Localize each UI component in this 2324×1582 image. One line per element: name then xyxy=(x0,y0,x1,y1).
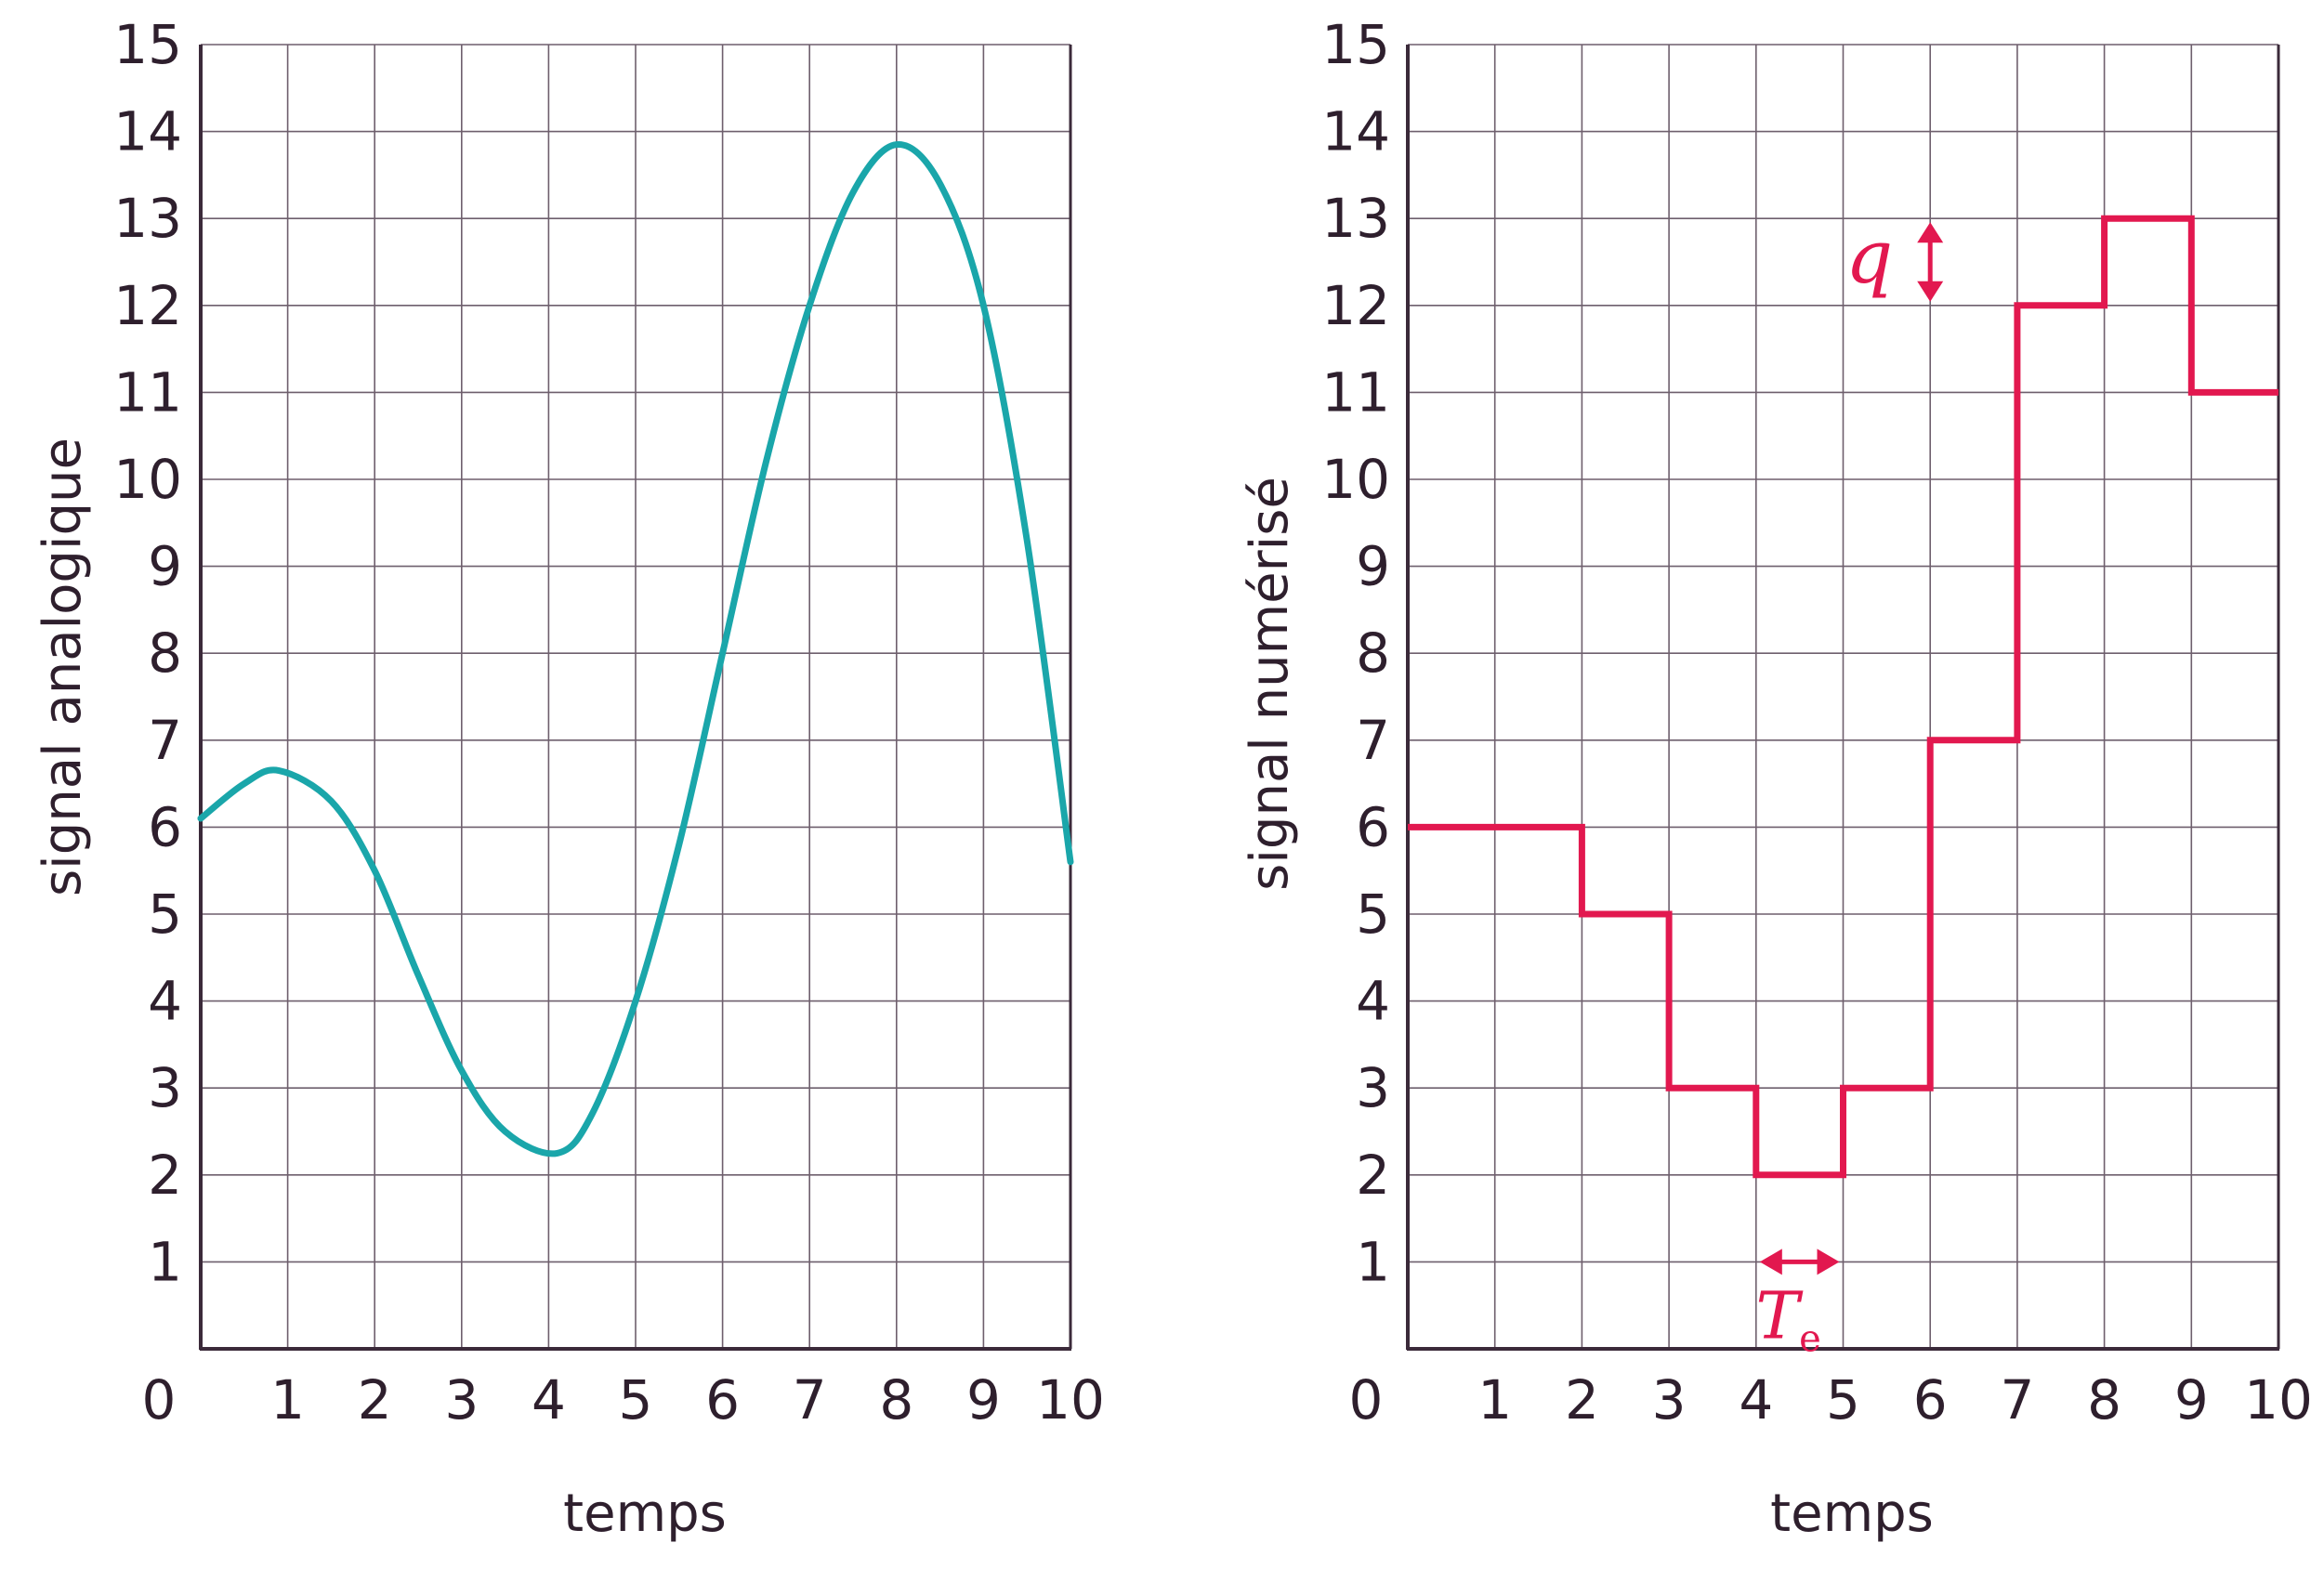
x-tick-label: 2 xyxy=(1565,1368,1599,1432)
x-tick-label: 8 xyxy=(2087,1368,2121,1432)
data-point xyxy=(505,1131,506,1132)
x-tick-label: 9 xyxy=(966,1368,1001,1432)
x-tick-label: 5 xyxy=(619,1368,653,1432)
q-arrow-head-up xyxy=(1917,222,1944,243)
q-label: q xyxy=(1845,214,1893,300)
x-tick-label: 0 xyxy=(142,1368,177,1432)
data-point xyxy=(330,800,332,802)
y-tick-label: 8 xyxy=(1356,621,1390,685)
x-tick-label: 7 xyxy=(793,1368,827,1432)
data-point xyxy=(417,974,419,976)
y-tick-label: 6 xyxy=(1356,795,1390,858)
data-point xyxy=(1026,540,1028,542)
data-point xyxy=(461,1069,463,1071)
y-tick-label: 6 xyxy=(148,795,182,858)
x-tick-label: 6 xyxy=(1913,1368,1948,1432)
data-point xyxy=(722,652,724,654)
x-tick-label: 1 xyxy=(1477,1368,1512,1432)
x-axis-title: temps xyxy=(563,1484,727,1544)
grid xyxy=(201,44,1071,1349)
series-line-analog xyxy=(197,141,1074,1157)
x-tick-label: 2 xyxy=(358,1368,392,1432)
x-tick-label: 1 xyxy=(270,1368,305,1432)
y-tick-label: 10 xyxy=(113,448,182,511)
x-tick-label: 4 xyxy=(532,1368,566,1432)
x-tick-label: 5 xyxy=(1826,1368,1860,1432)
x-tick-label: 8 xyxy=(879,1368,913,1432)
x-tick-label: 7 xyxy=(2000,1368,2034,1432)
y-tick-label: 5 xyxy=(148,883,182,946)
data-point xyxy=(982,305,984,307)
data-point xyxy=(765,461,767,463)
y-tick-label: 15 xyxy=(113,13,182,76)
y-tick-label: 2 xyxy=(1356,1144,1390,1207)
x-tick-label: 0 xyxy=(1349,1368,1384,1432)
data-point xyxy=(200,817,202,819)
y-tick-label: 4 xyxy=(1356,970,1390,1033)
y-tick-label: 14 xyxy=(1321,100,1390,163)
te-arrow-head-right xyxy=(1817,1249,1840,1275)
y-axis-title: signal analogique xyxy=(33,438,93,896)
y-tick-label: 5 xyxy=(1356,883,1390,946)
x-tick-label: 6 xyxy=(705,1368,740,1432)
y-tick-label: 9 xyxy=(1356,535,1390,598)
y-tick-label: 8 xyxy=(148,621,182,685)
y-axis-title: signal numérisé xyxy=(1240,477,1300,891)
y-tick-label: 7 xyxy=(1356,709,1390,772)
y-tick-label: 12 xyxy=(113,274,182,337)
series-line-digital xyxy=(1408,215,2278,1179)
te-label: Te xyxy=(1755,1277,1820,1360)
x-tick-label: 3 xyxy=(444,1368,479,1432)
q-arrow-head-down xyxy=(1917,281,1944,302)
data-point xyxy=(243,783,245,785)
data-point xyxy=(635,1000,637,1002)
y-tick-label: 13 xyxy=(1321,187,1390,250)
data-point xyxy=(557,1152,558,1154)
x-tick-label: 10 xyxy=(1036,1368,1105,1432)
y-tick-label: 12 xyxy=(1321,274,1390,337)
y-tick-label: 13 xyxy=(113,187,182,250)
y-tick-label: 11 xyxy=(1321,360,1390,424)
y-tick-label: 3 xyxy=(1356,1056,1390,1119)
data-point xyxy=(896,144,898,146)
data-point xyxy=(374,869,375,871)
y-tick-label: 11 xyxy=(113,360,182,424)
y-tick-label: 9 xyxy=(148,535,182,598)
data-point xyxy=(808,305,810,307)
y-tick-label: 15 xyxy=(1321,13,1390,76)
te-arrow-head-left xyxy=(1759,1249,1782,1275)
data-point xyxy=(852,191,854,193)
y-tick-label: 1 xyxy=(148,1230,182,1293)
y-tick-label: 2 xyxy=(148,1144,182,1207)
data-point xyxy=(591,1113,593,1115)
x-tick-label: 9 xyxy=(2174,1368,2209,1432)
y-tick-label: 14 xyxy=(113,100,182,163)
data-point xyxy=(1070,861,1071,863)
data-point xyxy=(939,183,941,185)
x-tick-label: 4 xyxy=(1739,1368,1773,1432)
x-tick-label: 3 xyxy=(1652,1368,1687,1432)
x-axis-title: temps xyxy=(1770,1484,1934,1544)
y-tick-label: 3 xyxy=(148,1056,182,1119)
data-point xyxy=(678,843,680,845)
y-tick-label: 4 xyxy=(148,970,182,1033)
y-tick-label: 10 xyxy=(1321,448,1390,511)
y-tick-label: 7 xyxy=(148,709,182,772)
y-tick-label: 1 xyxy=(1356,1230,1390,1293)
data-point xyxy=(278,770,280,772)
x-tick-label: 10 xyxy=(2244,1368,2313,1432)
